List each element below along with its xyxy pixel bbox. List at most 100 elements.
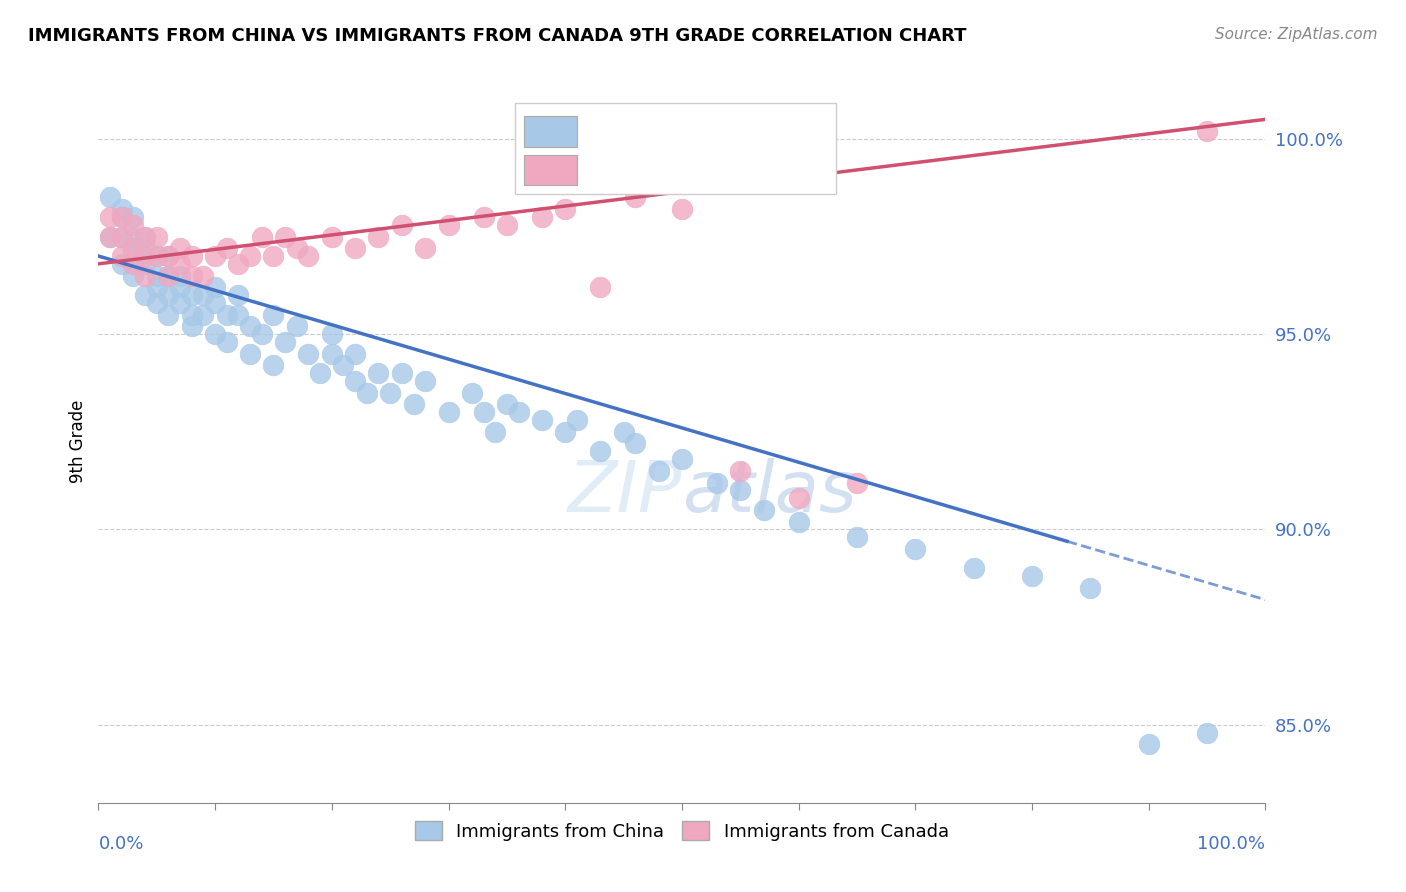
Point bbox=[169, 296, 191, 310]
Point bbox=[554, 425, 576, 439]
Point bbox=[134, 257, 156, 271]
Point bbox=[484, 425, 506, 439]
Point bbox=[111, 257, 134, 271]
Point bbox=[111, 229, 134, 244]
Point bbox=[193, 268, 215, 283]
Point bbox=[134, 241, 156, 255]
Point bbox=[904, 541, 927, 556]
Point bbox=[367, 366, 389, 380]
Point bbox=[262, 249, 284, 263]
Point bbox=[228, 308, 250, 322]
Point bbox=[624, 190, 647, 204]
Text: R =: R = bbox=[592, 161, 631, 179]
Point bbox=[1195, 124, 1218, 138]
Point bbox=[344, 346, 367, 360]
Text: N = 46: N = 46 bbox=[730, 161, 810, 179]
Point bbox=[787, 491, 810, 505]
Point bbox=[391, 218, 413, 232]
Point bbox=[1195, 725, 1218, 739]
Point bbox=[1137, 737, 1160, 751]
Point bbox=[98, 229, 121, 244]
Point bbox=[204, 327, 226, 342]
Point bbox=[134, 229, 156, 244]
Point bbox=[565, 413, 588, 427]
Point bbox=[228, 288, 250, 302]
Point bbox=[274, 334, 297, 349]
Point bbox=[613, 425, 636, 439]
Point bbox=[413, 241, 436, 255]
Point bbox=[496, 218, 519, 232]
Point bbox=[239, 319, 262, 334]
Point bbox=[157, 268, 180, 283]
Text: -0.193: -0.193 bbox=[641, 122, 706, 141]
Point bbox=[122, 241, 145, 255]
Point bbox=[122, 229, 145, 244]
Point bbox=[1080, 581, 1102, 595]
Point bbox=[146, 249, 169, 263]
Point bbox=[239, 249, 262, 263]
Point bbox=[180, 288, 202, 302]
Point bbox=[962, 561, 984, 575]
Point bbox=[122, 218, 145, 232]
Point bbox=[285, 241, 308, 255]
Point bbox=[530, 210, 553, 224]
Point bbox=[356, 385, 378, 400]
Point bbox=[508, 405, 530, 419]
Point bbox=[1021, 569, 1043, 583]
Point bbox=[204, 280, 226, 294]
Legend: Immigrants from China, Immigrants from Canada: Immigrants from China, Immigrants from C… bbox=[408, 814, 956, 848]
Point bbox=[98, 190, 121, 204]
Point bbox=[193, 288, 215, 302]
Point bbox=[367, 229, 389, 244]
Text: ZIP: ZIP bbox=[568, 458, 682, 526]
Y-axis label: 9th Grade: 9th Grade bbox=[69, 400, 87, 483]
Point bbox=[146, 268, 169, 283]
Point bbox=[146, 229, 169, 244]
Point bbox=[215, 241, 238, 255]
Point bbox=[262, 308, 284, 322]
FancyBboxPatch shape bbox=[515, 103, 837, 194]
Point bbox=[391, 366, 413, 380]
Point bbox=[180, 308, 202, 322]
Text: Source: ZipAtlas.com: Source: ZipAtlas.com bbox=[1215, 27, 1378, 42]
Point bbox=[589, 444, 612, 458]
Point bbox=[134, 288, 156, 302]
Point bbox=[624, 436, 647, 450]
Text: N = 83: N = 83 bbox=[730, 122, 810, 141]
Point bbox=[671, 452, 693, 467]
Point bbox=[122, 249, 145, 263]
Point bbox=[472, 210, 495, 224]
Point bbox=[402, 397, 425, 411]
Point bbox=[215, 308, 238, 322]
Point bbox=[530, 413, 553, 427]
Point bbox=[134, 229, 156, 244]
Text: 0.0%: 0.0% bbox=[98, 835, 143, 854]
Point bbox=[297, 249, 319, 263]
Point bbox=[169, 241, 191, 255]
Text: IMMIGRANTS FROM CHINA VS IMMIGRANTS FROM CANADA 9TH GRADE CORRELATION CHART: IMMIGRANTS FROM CHINA VS IMMIGRANTS FROM… bbox=[28, 27, 966, 45]
Point bbox=[787, 515, 810, 529]
Point bbox=[215, 334, 238, 349]
Point bbox=[752, 503, 775, 517]
Point bbox=[111, 210, 134, 224]
Point bbox=[169, 268, 191, 283]
Point bbox=[496, 397, 519, 411]
Point bbox=[146, 249, 169, 263]
Point bbox=[111, 210, 134, 224]
Point bbox=[169, 280, 191, 294]
Point bbox=[157, 268, 180, 283]
Point bbox=[706, 475, 728, 490]
Point bbox=[309, 366, 332, 380]
Point bbox=[332, 359, 354, 373]
Point bbox=[169, 257, 191, 271]
Point bbox=[204, 296, 226, 310]
Point bbox=[98, 229, 121, 244]
Point bbox=[344, 374, 367, 388]
Point bbox=[344, 241, 367, 255]
Point bbox=[380, 385, 402, 400]
Point bbox=[472, 405, 495, 419]
Point bbox=[98, 210, 121, 224]
Text: R =: R = bbox=[592, 122, 631, 141]
Point bbox=[146, 296, 169, 310]
Point bbox=[285, 319, 308, 334]
